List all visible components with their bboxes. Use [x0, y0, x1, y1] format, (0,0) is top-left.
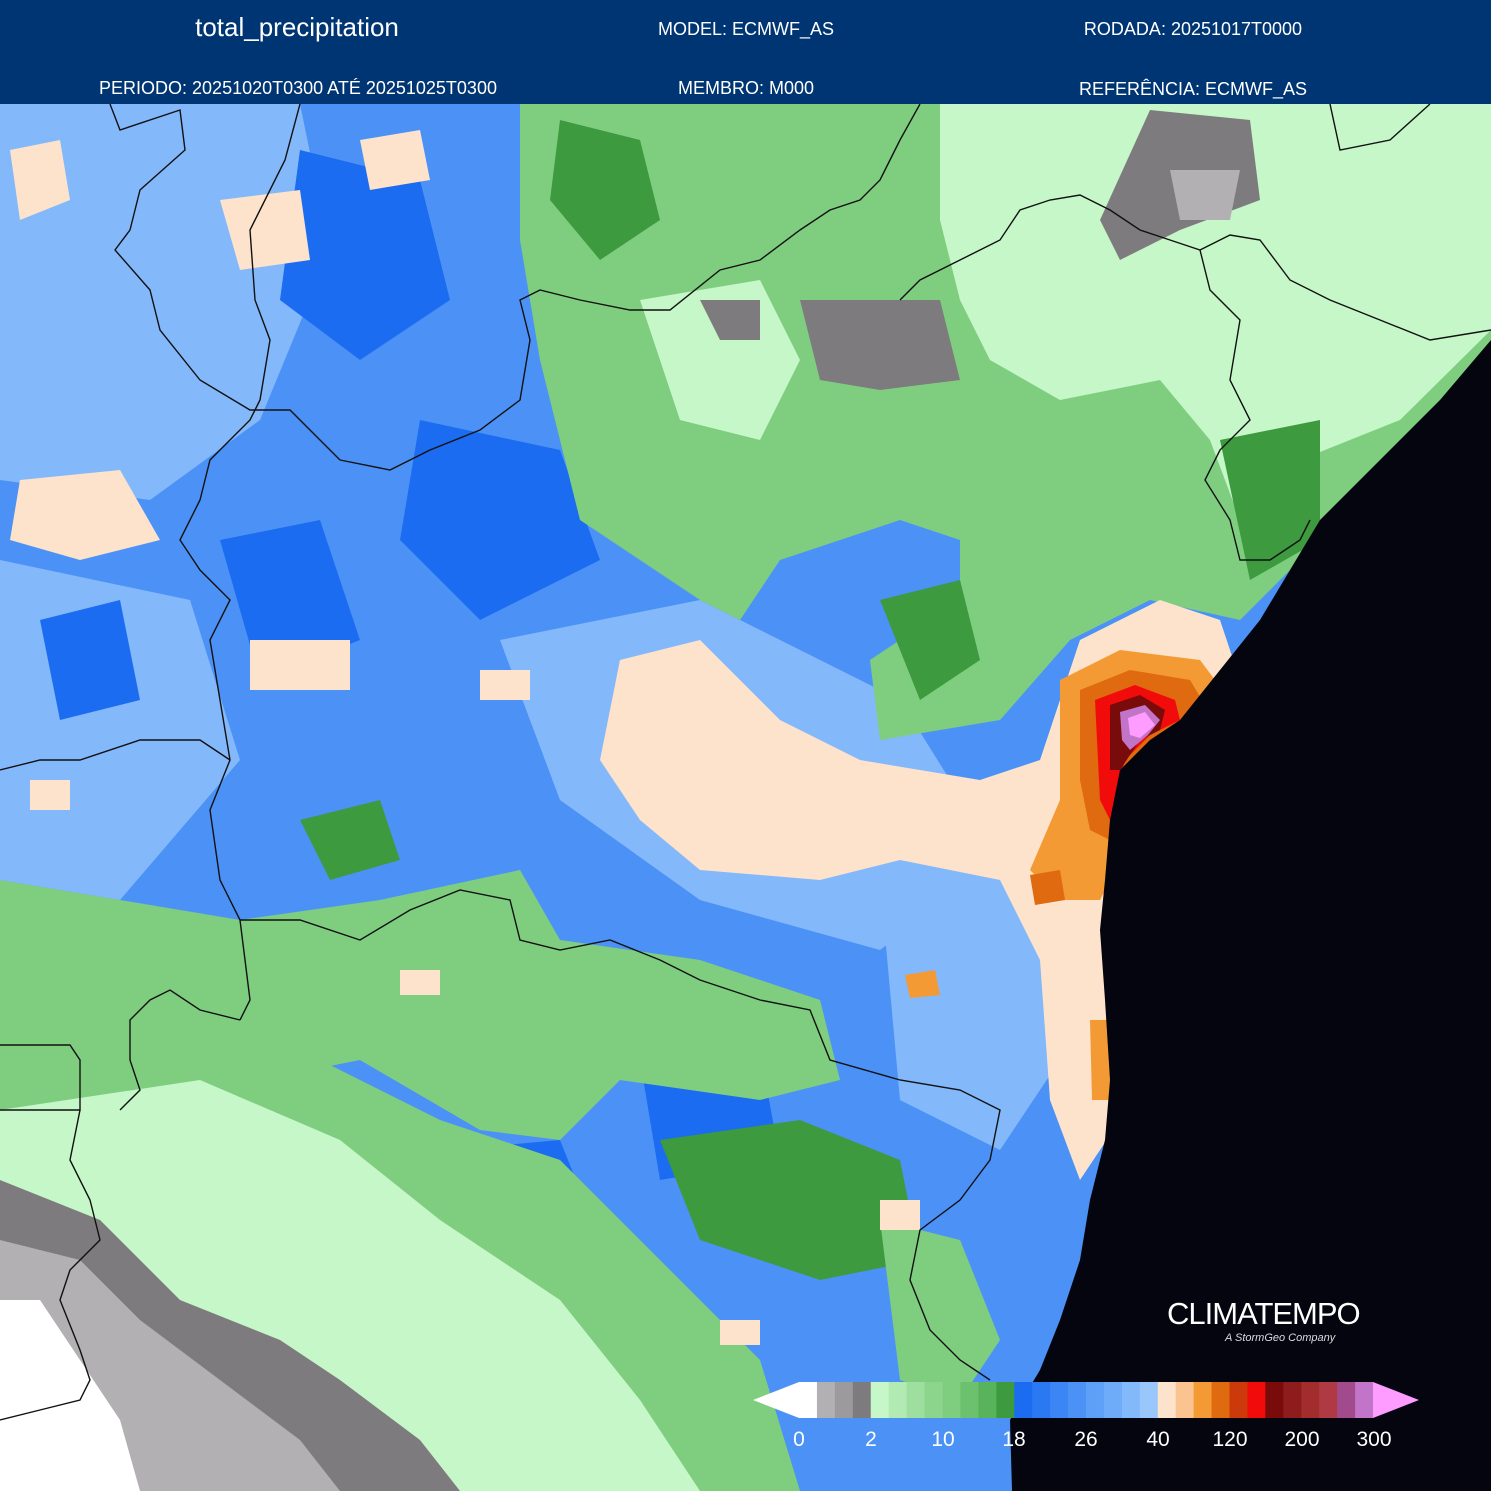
- colorbar-swatch: [1014, 1382, 1033, 1418]
- colorbar-swatch: [924, 1382, 943, 1418]
- colorbar-label-2: 2: [865, 1428, 877, 1451]
- colorbar-label-18: 18: [1002, 1428, 1026, 1451]
- colorbar-swatch: [978, 1382, 997, 1418]
- colorbar-swatch: [1247, 1382, 1266, 1418]
- colorbar-swatch: [1103, 1382, 1123, 1418]
- ocean: [1010, 340, 1491, 1491]
- colorbar-swatch: [1211, 1382, 1230, 1418]
- colorbar-swatch: [1175, 1382, 1195, 1418]
- colorbar-swatch: [1229, 1382, 1248, 1418]
- colorbar-label-10: 10: [931, 1428, 955, 1451]
- gray-areas: [0, 110, 1260, 1491]
- brand-name: CLIMATEMPO: [1167, 1296, 1361, 1331]
- colorbar-label-40: 40: [1146, 1428, 1170, 1451]
- colorbar-swatch: [852, 1382, 872, 1418]
- colorbar-swatch: [1139, 1382, 1159, 1418]
- colorbar-label-200: 200: [1284, 1428, 1320, 1451]
- colorbar-swatch: [1068, 1382, 1087, 1418]
- colorbar-swatch: [888, 1382, 908, 1418]
- colorbar-label-0: 0: [793, 1428, 805, 1451]
- colorbar-label-120: 120: [1212, 1428, 1248, 1451]
- colorbar-swatch: [1086, 1382, 1105, 1418]
- periodo-label: PERIODO: 20251020T0300 ATÉ 20251025T0300: [99, 78, 497, 98]
- membro-label: MEMBRO: M000: [677, 78, 815, 98]
- colorbar-swatch: [799, 1382, 818, 1418]
- model-label: MODEL: ECMWF_AS: [657, 19, 835, 39]
- state-borders: [0, 104, 1491, 1421]
- colorbar-min-arrow: [753, 1382, 799, 1418]
- colorbar-swatch: [816, 1382, 836, 1418]
- rodada-label: RODADA: 20251017T0000: [1083, 19, 1303, 39]
- colorbar-label-300: 300: [1356, 1428, 1392, 1451]
- colorbar-swatch: [834, 1382, 854, 1418]
- colorbar-swatch: [1265, 1382, 1284, 1418]
- referencia-label: REFERÊNCIA: ECMWF_AS: [1078, 79, 1308, 99]
- colorbar-swatch: [1301, 1382, 1320, 1418]
- colorbar-swatch: [1283, 1382, 1302, 1418]
- colorbar-label-26: 26: [1074, 1428, 1098, 1451]
- colorbar-swatch: [1193, 1382, 1213, 1418]
- colorbar-swatch: [906, 1382, 926, 1418]
- colorbar-swatch: [996, 1382, 1015, 1418]
- precipitation-colorbar: [753, 1382, 1419, 1418]
- map-header: total_precipitation MODEL: ECMWF_AS RODA…: [0, 0, 1491, 104]
- climatempo-logo: CLIMATEMPO A StormGeo Company: [1167, 1296, 1361, 1344]
- precipitation-map: [0, 104, 1491, 1491]
- colorbar-swatch: [960, 1382, 979, 1418]
- colorbar-swatch: [1337, 1382, 1356, 1418]
- colorbar-swatch: [1121, 1382, 1141, 1418]
- colorbar-swatch: [1032, 1382, 1051, 1418]
- colorbar-swatch: [1355, 1382, 1374, 1418]
- colorbar-swatch: [942, 1382, 961, 1418]
- brand-tagline: A StormGeo Company: [1225, 1332, 1336, 1344]
- colorbar-swatch: [870, 1382, 890, 1418]
- colorbar-max-arrow: [1373, 1382, 1419, 1418]
- colorbar-swatch: [1050, 1382, 1069, 1418]
- colorbar-swatch: [1319, 1382, 1338, 1418]
- variable-title: total_precipitation: [195, 12, 399, 42]
- colorbar-swatch: [1157, 1382, 1177, 1418]
